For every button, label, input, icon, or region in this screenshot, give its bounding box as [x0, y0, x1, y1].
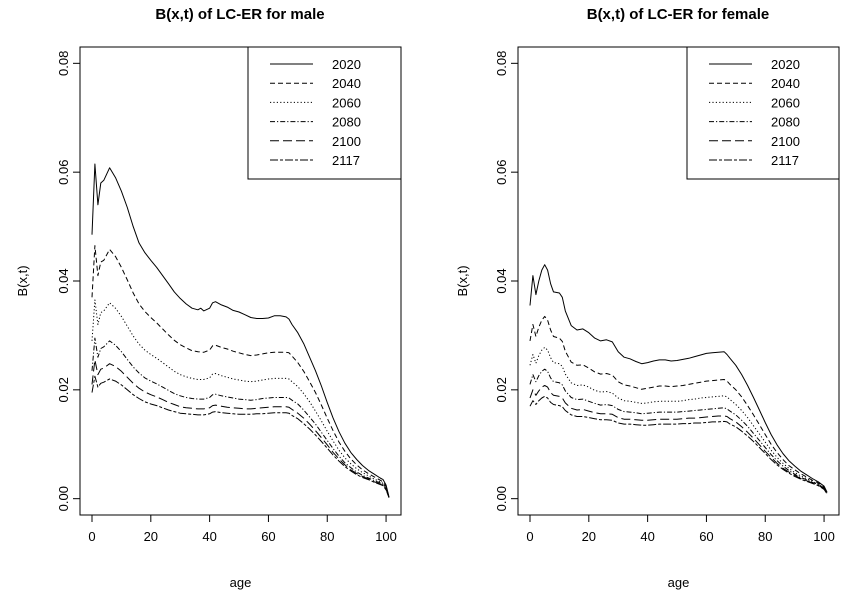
legend-label: 2040	[332, 76, 361, 91]
y-axis-label: B(x,t)	[455, 265, 470, 296]
series-line-2060	[529, 346, 828, 494]
x-tick-label: 0	[526, 529, 533, 544]
chart-title: B(x,t) of LC-ER for male	[155, 6, 324, 23]
x-axis-label: age	[230, 575, 252, 590]
y-tick-label: 0.00	[494, 486, 509, 511]
series-line-2060	[91, 299, 390, 498]
y-tick-label: 0.02	[494, 377, 509, 402]
legend-label: 2080	[332, 115, 361, 130]
legend-label: 2117	[332, 153, 360, 168]
chart-title: B(x,t) of LC-ER for female	[587, 6, 770, 23]
series-line-2040	[91, 245, 390, 498]
series-line-2020	[529, 264, 828, 493]
x-tick-label: 0	[88, 529, 95, 544]
legend-box	[247, 46, 402, 180]
x-tick-label: 40	[640, 529, 654, 544]
series-line-2100	[91, 359, 390, 498]
legend-label: 2117	[771, 153, 799, 168]
series-line-2100	[529, 385, 828, 494]
series-line-2080	[91, 337, 390, 498]
x-tick-label: 80	[320, 529, 334, 544]
x-tick-label: 60	[261, 529, 275, 544]
series-line-2117	[91, 375, 390, 498]
legend: 2020 2040 2060 2080 2100 2117	[247, 46, 402, 180]
legend-label: 2020	[771, 57, 800, 72]
legend-label: 2100	[332, 134, 361, 149]
y-axis-label: B(x,t)	[15, 265, 30, 296]
series-line-2080	[529, 368, 828, 494]
y-tick-label: 0.06	[56, 160, 71, 185]
series-line-2020	[91, 163, 390, 498]
legend-label: 2060	[771, 95, 800, 110]
x-tick-label: 20	[582, 529, 596, 544]
legend-box	[686, 46, 840, 180]
y-tick-label: 0.00	[56, 486, 71, 511]
legend-label: 2080	[771, 115, 800, 130]
y-tick-label: 0.06	[494, 160, 509, 185]
legend-label: 2040	[771, 76, 800, 91]
x-tick-label: 100	[375, 529, 397, 544]
series-line-2040	[529, 315, 828, 493]
x-tick-label: 40	[202, 529, 216, 544]
y-tick-label: 0.08	[494, 51, 509, 76]
legend-label: 2100	[771, 134, 800, 149]
y-tick-label: 0.02	[56, 377, 71, 402]
y-tick-label: 0.04	[494, 268, 509, 293]
series-line-2117	[529, 395, 828, 495]
x-tick-label: 80	[758, 529, 772, 544]
y-tick-label: 0.08	[56, 51, 71, 76]
x-tick-label: 100	[813, 529, 835, 544]
legend-label: 2020	[332, 57, 361, 72]
x-axis-label: age	[668, 575, 690, 590]
y-tick-label: 0.04	[56, 268, 71, 293]
legend-label: 2060	[332, 95, 361, 110]
x-tick-label: 20	[144, 529, 158, 544]
x-tick-label: 60	[699, 529, 713, 544]
legend: 2020 2040 2060 2080 2100 2117	[686, 46, 840, 180]
